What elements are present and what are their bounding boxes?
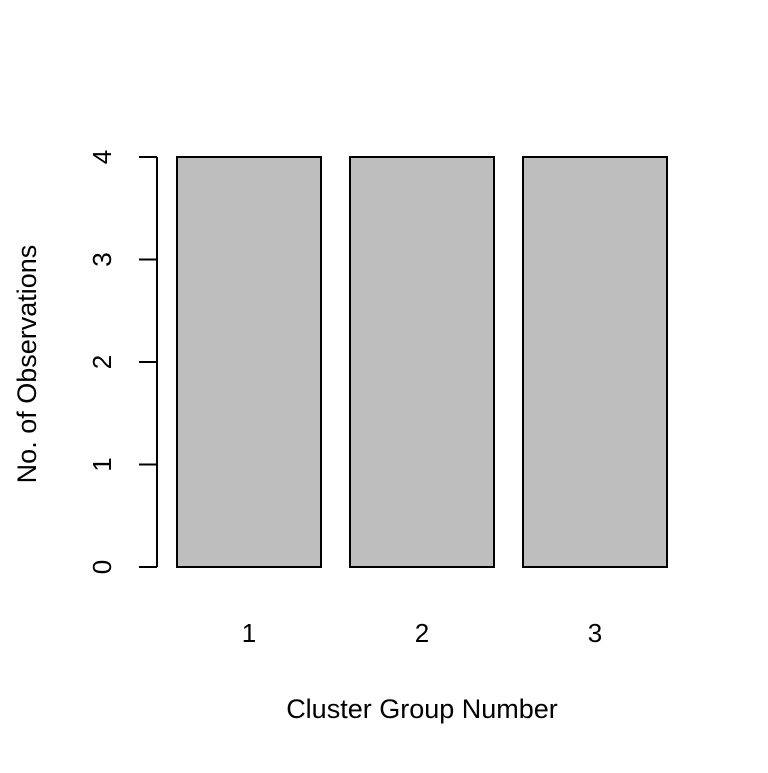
bar-2 [349, 156, 495, 568]
y-tick-label-3: 3 [87, 252, 117, 266]
x-tick-labels: 1 2 3 [242, 618, 602, 648]
y-tick-label-1: 1 [87, 457, 117, 471]
y-tick-label-4: 4 [87, 150, 117, 164]
x-tick-label-1: 1 [242, 618, 256, 648]
y-tick-label-2: 2 [87, 355, 117, 369]
bar-3 [522, 156, 668, 568]
x-tick-label-3: 3 [588, 618, 602, 648]
x-tick-label-2: 2 [415, 618, 429, 648]
x-axis-title: Cluster Group Number [286, 694, 558, 724]
y-tick-label-0: 0 [87, 560, 117, 574]
y-axis-title: No. of Observations [12, 245, 42, 484]
bars-group [176, 156, 668, 568]
y-axis: 0 1 2 3 4 [87, 150, 158, 574]
bar-1 [176, 156, 322, 568]
